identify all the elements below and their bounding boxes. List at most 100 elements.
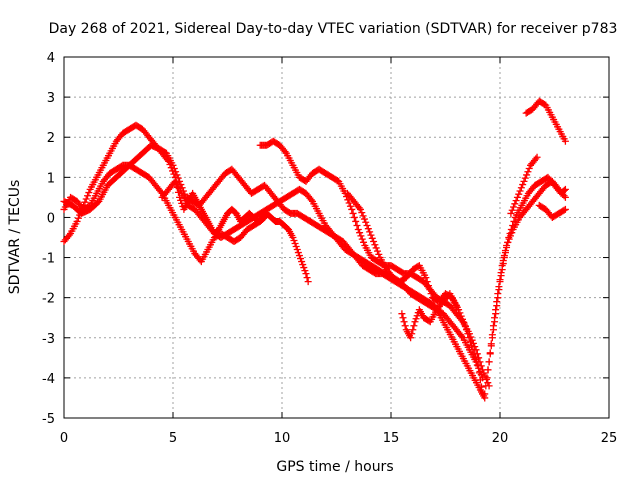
data-point	[504, 239, 512, 247]
y-tick-label: -4	[42, 372, 55, 387]
y-tick-label: 1	[47, 171, 55, 186]
data-point	[493, 302, 501, 310]
data-point	[424, 282, 432, 290]
data-point	[373, 247, 381, 255]
data-point	[362, 218, 370, 226]
data-point	[304, 278, 312, 286]
data-point	[298, 258, 306, 266]
data-point	[289, 234, 297, 241]
x-tick-label: 5	[169, 431, 177, 446]
y-tick-labels: -5 -4 -3 -2 -1 0 1 2 3 4	[42, 51, 55, 427]
data-point	[462, 326, 470, 334]
data-point	[368, 234, 376, 242]
data-point	[290, 237, 298, 245]
data-point	[301, 267, 309, 275]
data-point	[367, 231, 375, 239]
data-point	[352, 217, 360, 225]
grid-lines	[64, 57, 609, 418]
series-s3	[60, 141, 489, 402]
data-point	[354, 225, 362, 233]
data-point	[400, 318, 408, 326]
data-point	[499, 260, 507, 268]
data-point	[515, 190, 523, 198]
data-point	[487, 342, 495, 350]
data-point	[561, 193, 569, 201]
data-point	[74, 214, 82, 222]
data-point	[495, 286, 503, 294]
data-point	[353, 221, 361, 229]
data-point	[399, 314, 407, 322]
data-point	[291, 240, 299, 248]
data-point	[261, 213, 269, 221]
data-point	[481, 390, 489, 398]
data-point	[422, 274, 430, 282]
data-marks	[60, 97, 569, 402]
x-tick-label: 15	[383, 431, 400, 446]
data-point	[461, 322, 469, 330]
data-point	[359, 212, 367, 220]
data-point	[346, 202, 354, 210]
data-point	[82, 195, 90, 203]
data-point	[492, 310, 500, 318]
data-point	[426, 286, 434, 294]
data-point	[370, 238, 378, 246]
data-point	[169, 161, 177, 169]
data-point	[468, 342, 476, 350]
data-point	[477, 383, 485, 391]
data-point	[494, 294, 502, 302]
data-point	[172, 168, 180, 176]
data-point	[485, 358, 493, 366]
data-point	[532, 155, 540, 163]
series-s11	[522, 97, 569, 145]
data-point	[401, 322, 409, 330]
series-s8	[481, 177, 569, 398]
data-point	[364, 225, 372, 233]
data-point	[486, 350, 494, 358]
series-s7	[398, 290, 460, 342]
data-point	[363, 221, 371, 229]
data-point	[482, 382, 490, 390]
data-point	[345, 199, 353, 207]
data-point	[412, 315, 420, 323]
data-point	[375, 250, 383, 258]
data-point	[84, 192, 92, 200]
data-point	[533, 153, 541, 161]
x-tick-label: 25	[601, 431, 618, 446]
data-point	[469, 346, 477, 354]
data-point	[408, 330, 416, 338]
y-axis-label: SDTVAR / TECUs	[7, 180, 23, 295]
data-point	[489, 326, 497, 334]
data-point	[452, 302, 460, 310]
data-point	[496, 278, 504, 286]
y-tick-label: 0	[47, 211, 55, 226]
data-point	[358, 209, 366, 217]
y-tick-label: 2	[47, 131, 55, 146]
x-tick-label: 0	[60, 431, 68, 446]
data-point	[357, 232, 365, 240]
data-point	[423, 278, 431, 286]
data-point	[356, 205, 364, 213]
data-point	[456, 309, 464, 317]
data-point	[349, 209, 357, 217]
data-point	[507, 209, 515, 217]
data-point	[407, 334, 415, 342]
data-point	[561, 137, 569, 145]
data-point	[360, 238, 368, 246]
data-point	[293, 246, 301, 254]
series-s9	[483, 173, 569, 382]
data-point	[398, 310, 406, 318]
plot-frame	[63, 56, 610, 419]
x-tick-label: 10	[274, 431, 291, 446]
data-point	[358, 235, 366, 243]
data-point	[508, 206, 516, 214]
data-point	[460, 319, 468, 327]
data-point	[85, 189, 93, 197]
data-point	[348, 205, 356, 213]
data-point	[510, 203, 518, 211]
data-point	[500, 254, 508, 262]
data-point	[523, 171, 531, 179]
data-point	[356, 229, 364, 237]
data-point	[484, 366, 492, 374]
data-point	[560, 206, 568, 214]
y-tick-label: 4	[47, 51, 55, 66]
